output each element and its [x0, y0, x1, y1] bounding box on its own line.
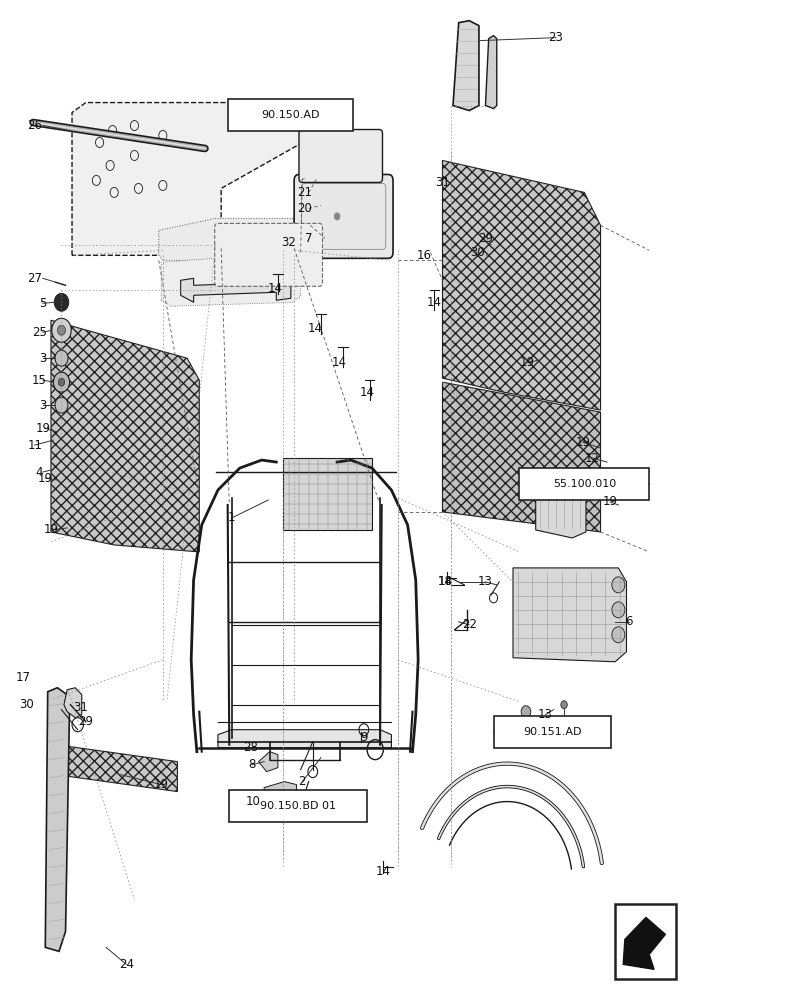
Text: 19: 19: [38, 472, 53, 485]
Bar: [282, 458, 371, 530]
Text: 14: 14: [307, 322, 322, 335]
Polygon shape: [64, 688, 82, 718]
Text: 19: 19: [44, 523, 58, 536]
FancyBboxPatch shape: [298, 130, 382, 182]
Bar: [227, 99, 353, 131]
Text: 19: 19: [602, 495, 617, 508]
Text: 30: 30: [19, 698, 34, 711]
Circle shape: [58, 325, 66, 335]
FancyBboxPatch shape: [214, 223, 322, 286]
Polygon shape: [161, 252, 300, 306]
Circle shape: [611, 577, 624, 593]
Circle shape: [560, 701, 567, 709]
Text: 4: 4: [36, 466, 43, 479]
Polygon shape: [485, 36, 496, 109]
Circle shape: [58, 378, 65, 386]
Text: 13: 13: [478, 575, 492, 588]
Text: 19: 19: [574, 436, 590, 449]
Polygon shape: [442, 160, 600, 410]
Bar: [615, 904, 675, 979]
Circle shape: [333, 212, 340, 220]
Circle shape: [611, 602, 624, 618]
Text: 26: 26: [28, 119, 42, 132]
Polygon shape: [513, 568, 626, 662]
Polygon shape: [535, 485, 586, 538]
Bar: [493, 716, 611, 748]
Text: 22: 22: [461, 618, 476, 631]
Polygon shape: [56, 745, 177, 792]
FancyBboxPatch shape: [294, 174, 393, 258]
Text: 3: 3: [39, 352, 46, 365]
Polygon shape: [180, 275, 290, 302]
Text: 19: 19: [153, 778, 169, 791]
Circle shape: [52, 318, 71, 342]
Polygon shape: [51, 320, 199, 552]
Polygon shape: [217, 730, 391, 748]
Text: 29: 29: [78, 715, 93, 728]
Text: 20: 20: [297, 202, 311, 215]
Text: 17: 17: [16, 671, 31, 684]
Text: 32: 32: [281, 236, 295, 249]
Text: 11: 11: [28, 439, 42, 452]
Text: 18: 18: [437, 575, 452, 588]
Text: 13: 13: [538, 708, 552, 721]
Polygon shape: [623, 917, 664, 969]
Text: 5: 5: [39, 297, 46, 310]
Circle shape: [54, 293, 69, 311]
Text: 15: 15: [32, 374, 47, 387]
Text: 19: 19: [36, 422, 50, 435]
Text: 31: 31: [73, 701, 88, 714]
Circle shape: [521, 706, 530, 718]
Text: 16: 16: [416, 249, 431, 262]
Polygon shape: [45, 688, 70, 951]
Text: 14: 14: [267, 282, 282, 295]
Text: 9: 9: [359, 731, 367, 744]
Text: 90.150.BD 01: 90.150.BD 01: [260, 801, 336, 811]
Text: 14: 14: [437, 575, 452, 588]
Text: 8: 8: [248, 758, 255, 771]
Text: 1: 1: [228, 511, 235, 524]
Text: 10: 10: [246, 795, 260, 808]
Text: 55.100.010: 55.100.010: [552, 479, 616, 489]
Circle shape: [55, 350, 68, 366]
Polygon shape: [442, 382, 600, 532]
Text: 14: 14: [359, 386, 374, 399]
Text: 14: 14: [427, 296, 441, 309]
Text: 25: 25: [32, 326, 47, 339]
Polygon shape: [72, 103, 304, 255]
Text: 7: 7: [305, 232, 312, 245]
Text: 14: 14: [375, 865, 390, 878]
Text: 19: 19: [520, 356, 534, 369]
Text: 90.151.AD: 90.151.AD: [522, 727, 581, 737]
Bar: [229, 790, 367, 822]
Text: 21: 21: [297, 186, 311, 199]
Text: 90.150.AD: 90.150.AD: [261, 110, 320, 120]
Text: 27: 27: [28, 272, 42, 285]
Polygon shape: [453, 21, 478, 111]
Circle shape: [55, 397, 68, 413]
Circle shape: [611, 627, 624, 643]
Text: 30: 30: [470, 246, 484, 259]
Polygon shape: [159, 218, 294, 260]
Text: 28: 28: [242, 741, 257, 754]
Text: 14: 14: [332, 356, 346, 369]
Text: 24: 24: [118, 958, 134, 971]
Text: 2: 2: [298, 775, 306, 788]
Text: 31: 31: [435, 176, 449, 189]
Polygon shape: [258, 752, 277, 772]
Text: 3: 3: [39, 399, 46, 412]
Text: 12: 12: [584, 452, 599, 465]
Text: 6: 6: [624, 615, 632, 628]
Bar: [519, 468, 648, 500]
Text: 23: 23: [548, 31, 563, 44]
Text: 29: 29: [478, 232, 492, 245]
Circle shape: [54, 372, 70, 392]
Polygon shape: [264, 782, 296, 802]
